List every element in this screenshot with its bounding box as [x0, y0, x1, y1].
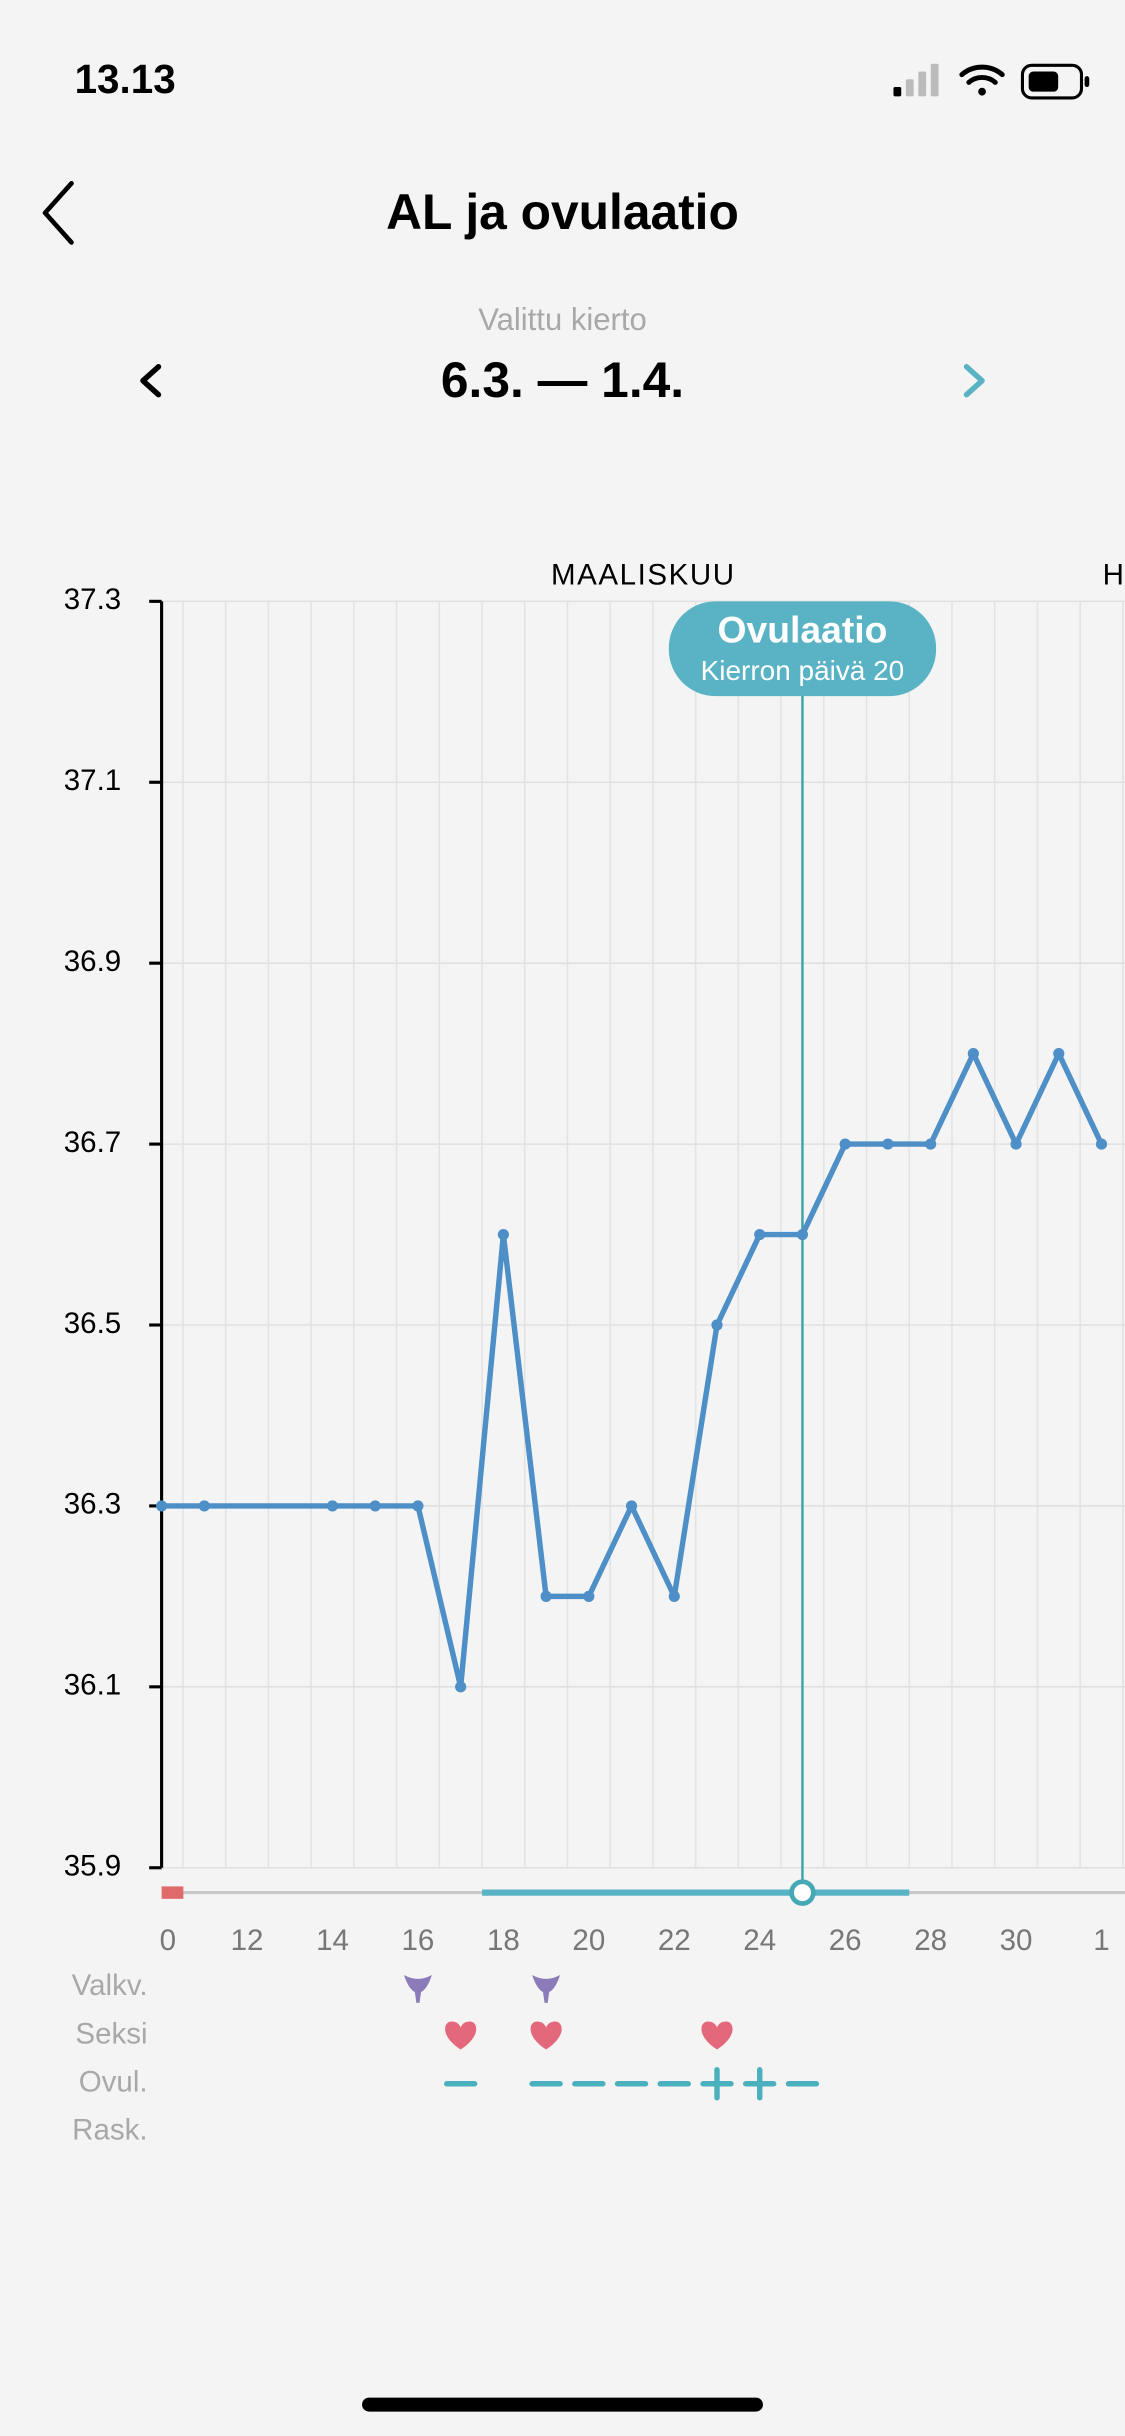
x-tick-label: 28 — [914, 1924, 947, 1957]
x-tick-label: 24 — [743, 1924, 776, 1957]
y-tick-label: 36.3 — [64, 1488, 121, 1521]
x-tick-label: 16 — [402, 1924, 435, 1957]
heart-icon — [701, 2021, 733, 2050]
heart-icon — [445, 2021, 477, 2050]
previous-cycle-button[interactable] — [140, 363, 162, 398]
x-tick-label: 22 — [658, 1924, 691, 1957]
x-tick-label: 1 — [1093, 1924, 1109, 1957]
temperature-point — [497, 1228, 509, 1241]
wifi-icon — [959, 64, 1005, 96]
cycle-range: 6.3. — 1.4. — [441, 352, 684, 408]
ovulation-title: Ovulaatio — [717, 608, 887, 650]
y-tick-label: 36.1 — [64, 1669, 121, 1702]
x-tick-label: 18 — [487, 1924, 520, 1957]
heart-icon — [530, 2021, 562, 2050]
x-tick-label: 14 — [316, 1924, 349, 1957]
positive-test — [743, 2067, 777, 2101]
y-tick-label: 36.7 — [64, 1126, 121, 1159]
x-tick-label: 30 — [1000, 1924, 1033, 1957]
temperature-point — [967, 1048, 979, 1060]
x-tick-label: 12 — [231, 1924, 264, 1957]
back-button[interactable] — [42, 181, 74, 245]
y-tick-label: 37.3 — [64, 583, 121, 616]
positive-test — [700, 2067, 734, 2101]
temperature-point — [625, 1500, 638, 1512]
temperature-point — [1095, 1138, 1108, 1150]
battery-icon — [1020, 63, 1090, 100]
temperature-point — [369, 1500, 381, 1512]
temperature-point — [754, 1228, 766, 1241]
mucus-icon — [403, 1974, 432, 2003]
x-tick-label: 20 — [572, 1924, 605, 1957]
temperature-point — [156, 1500, 168, 1512]
x-tick-label: 0 — [160, 1924, 176, 1957]
chart: 35.9 36.1 36.3 36.5 36.7 36.9 37.1 37.3 0 12 14 16 1… — [64, 558, 1125, 2147]
x-tick-label: 26 — [829, 1924, 862, 1957]
row-label: Rask. — [72, 2114, 147, 2147]
y-tick-label: 36.5 — [64, 1307, 121, 1340]
temperature-point — [796, 1228, 809, 1241]
temperature-point — [583, 1590, 595, 1602]
next-cycle-button[interactable] — [963, 363, 985, 398]
temperature-point — [668, 1590, 680, 1602]
temperature-point — [412, 1500, 424, 1512]
row-label: Seksi — [75, 2017, 147, 2050]
temperature-point — [1053, 1048, 1065, 1060]
ovulation-badge — [668, 601, 937, 697]
temperature-point — [198, 1500, 210, 1512]
temperature-point — [1010, 1138, 1022, 1150]
temperature-point — [326, 1500, 339, 1512]
temperature-point — [882, 1138, 894, 1150]
temperature-point — [711, 1319, 723, 1331]
signal-icon — [893, 63, 939, 97]
temperature-point — [839, 1138, 851, 1150]
screen-title: AL ja ovulaatio — [386, 184, 739, 240]
period-marker — [161, 1886, 184, 1899]
row-label: Ovul. — [79, 2066, 148, 2099]
row-label: Valkv. — [72, 1969, 148, 2002]
month-label: MAALISKUU — [551, 558, 736, 591]
month-label: H — [1103, 558, 1125, 591]
y-tick-label: 36.9 — [64, 945, 121, 978]
ovulation-subtitle: Kierron päivä 20 — [701, 655, 905, 686]
cycle-label: Valittu kierto — [478, 302, 647, 337]
temperature-point — [540, 1590, 552, 1602]
status-time: 13.13 — [75, 56, 176, 102]
temperature-point — [925, 1138, 937, 1150]
temperature-point — [455, 1681, 467, 1693]
home-indicator — [362, 2397, 763, 2412]
mucus-icon — [532, 1974, 561, 2003]
timeline-handle — [789, 1879, 816, 1906]
y-tick-label: 37.1 — [64, 764, 121, 797]
y-tick-label: 35.9 — [64, 1850, 121, 1883]
